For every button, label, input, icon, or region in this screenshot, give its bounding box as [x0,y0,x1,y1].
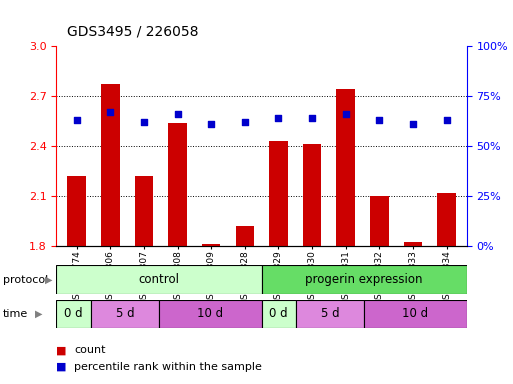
Bar [303,144,321,246]
Point [376,117,384,123]
Bar [91,300,159,328]
Point [72,117,81,123]
Bar [56,265,262,294]
Text: 5 d: 5 d [115,308,134,320]
Bar [202,244,221,246]
Bar [337,89,355,246]
Point [308,115,316,121]
Bar [56,300,91,328]
Bar [101,84,120,246]
Bar [67,176,86,246]
Bar [404,242,422,246]
Bar [438,192,456,246]
Text: count: count [74,345,106,355]
Bar [168,122,187,246]
Bar [370,196,389,246]
Text: ■: ■ [56,345,67,355]
Bar [296,300,364,328]
Text: 5 d: 5 d [321,308,339,320]
Text: progerin expression: progerin expression [305,273,423,286]
Text: GDS3495 / 226058: GDS3495 / 226058 [67,25,198,39]
Bar [235,226,254,246]
Text: 0 d: 0 d [64,308,83,320]
Bar [269,141,288,246]
Bar [262,300,296,328]
Text: protocol: protocol [3,275,48,285]
Bar [262,265,467,294]
Text: ▶: ▶ [35,309,43,319]
Bar [159,300,262,328]
Point [241,119,249,125]
Text: 0 d: 0 d [269,308,288,320]
Point [409,121,417,127]
Bar [134,176,153,246]
Point [443,117,451,123]
Point [173,111,182,117]
Text: time: time [3,309,28,319]
Text: percentile rank within the sample: percentile rank within the sample [74,362,262,372]
Point [342,111,350,117]
Point [274,115,283,121]
Text: 10 d: 10 d [198,308,223,320]
Text: ▶: ▶ [45,275,52,285]
Bar [364,300,467,328]
Text: 10 d: 10 d [403,308,428,320]
Point [207,121,215,127]
Point [106,109,114,115]
Point [140,119,148,125]
Text: control: control [139,273,180,286]
Text: ■: ■ [56,362,67,372]
